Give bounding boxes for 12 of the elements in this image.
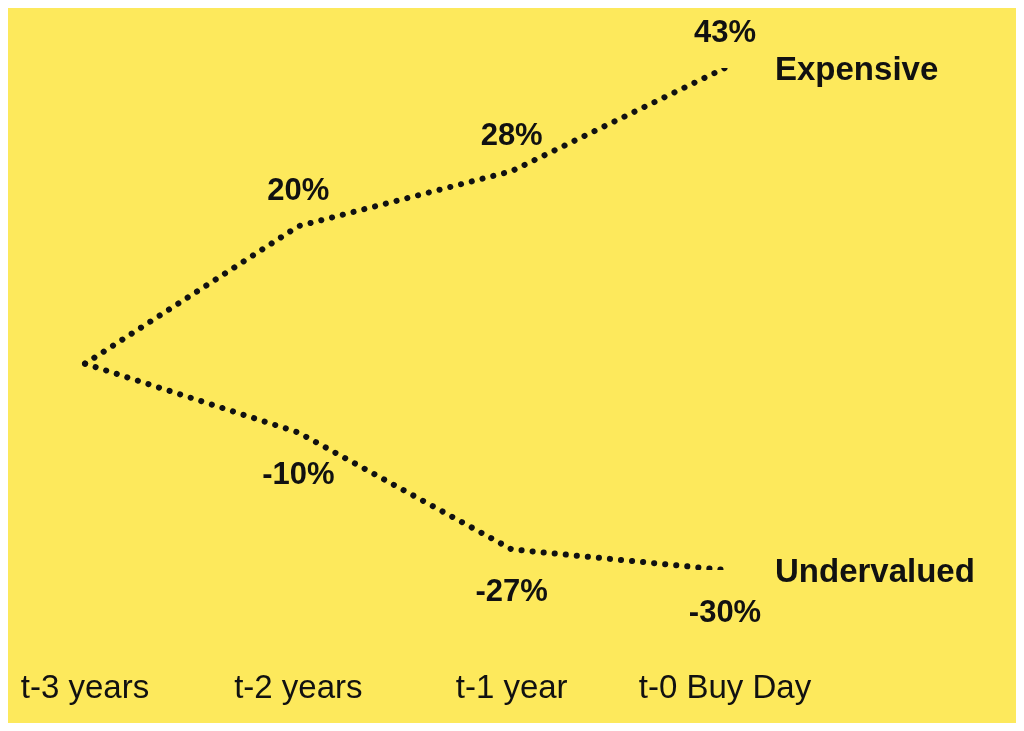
x-tick-label: t-0 Buy Day xyxy=(638,668,812,705)
x-tick-label: t-1 year xyxy=(455,668,568,705)
x-tick-label: t-2 years xyxy=(234,668,363,705)
series-label: Undervalued xyxy=(775,552,975,589)
data-label: 20% xyxy=(267,172,330,208)
data-label: 28% xyxy=(480,117,543,153)
data-label: -30% xyxy=(688,594,762,629)
data-label: 43% xyxy=(693,14,757,49)
series-label: Expensive xyxy=(775,50,939,87)
x-tick-label: t-3 years xyxy=(20,668,150,705)
data-label: -10% xyxy=(262,456,335,492)
data-label: -27% xyxy=(475,573,548,609)
